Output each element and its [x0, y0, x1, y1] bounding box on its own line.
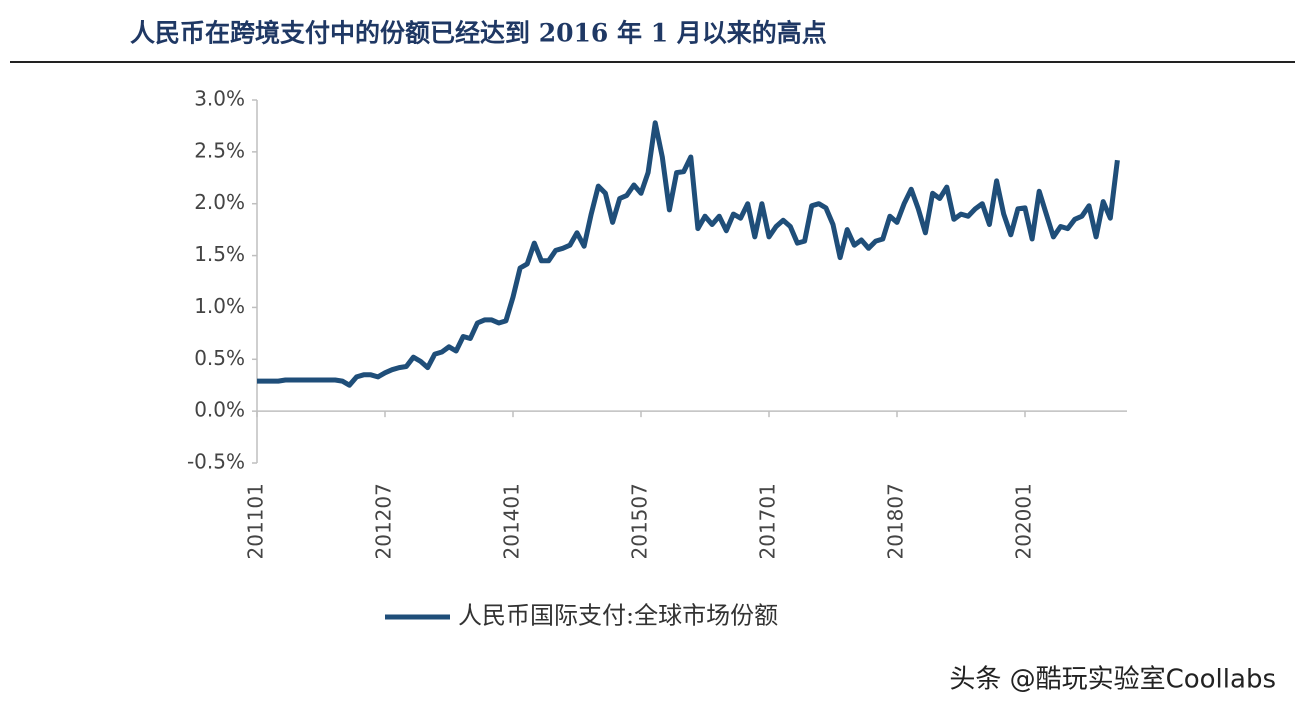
y-tick-label: 3.0%	[194, 87, 245, 111]
x-tick-label: 201807	[884, 483, 908, 559]
watermark: 头条 @酷玩实验室Coollabs	[949, 665, 1276, 695]
data-line	[257, 120, 1120, 388]
y-tick-label: 0.0%	[194, 398, 245, 422]
x-tick-label: 202001	[1012, 483, 1036, 559]
y-tick-label: -0.5%	[187, 450, 245, 474]
y-tick-label: 2.0%	[194, 190, 245, 214]
x-tick-label: 201101	[244, 483, 268, 559]
y-tick-label: 2.5%	[194, 138, 245, 162]
y-tick-label: 0.5%	[194, 346, 245, 370]
chart-title: 人民币在跨境支付中的份额已经达到 2016 年 1 月以来的高点	[130, 19, 827, 48]
x-tick-label: 201401	[500, 483, 524, 559]
x-tick-label: 201207	[372, 483, 396, 559]
x-tick-label: 201507	[628, 483, 652, 559]
y-tick-label: 1.0%	[194, 294, 245, 318]
legend-label: 人民币国际支付:全球市场份额	[458, 602, 778, 630]
y-tick-label: 1.5%	[194, 242, 245, 266]
x-tick-label: 201701	[756, 483, 780, 559]
